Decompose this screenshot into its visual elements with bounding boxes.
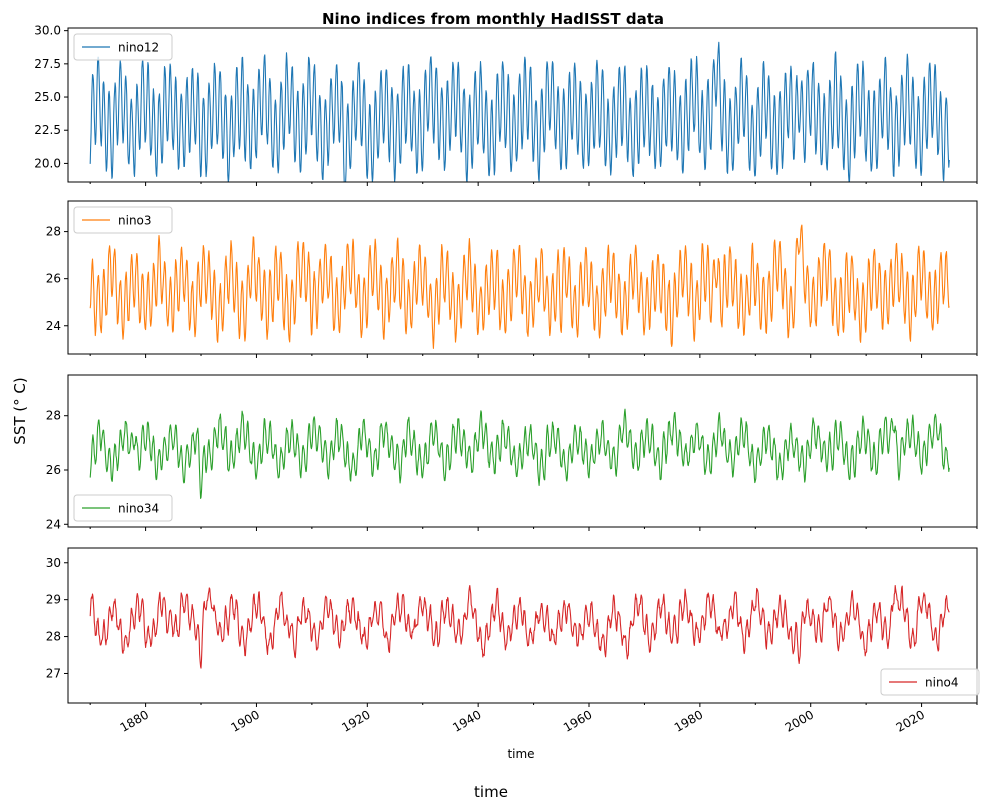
figure-x-label: time — [474, 783, 508, 801]
panel-nino12: 20.0 22.5 25.0 27.5 30.0 nino12 — [34, 24, 978, 186]
legend-nino3: nino3 — [73, 206, 173, 234]
x-tick-label: 1920 — [339, 707, 372, 734]
x-tick-label: 2020 — [894, 707, 927, 734]
x-tick-label: 1880 — [118, 707, 151, 734]
x-tick-label: 1940 — [450, 707, 483, 734]
x-axis-label: time — [507, 747, 534, 761]
legend-box — [73, 494, 173, 522]
figure-title: Nino indices from monthly HadISST data — [322, 10, 664, 28]
y-tick-label: 26 — [46, 272, 61, 286]
y-tick-label: 30.0 — [34, 24, 61, 38]
legend-nino4: nino4 — [880, 668, 980, 696]
series-line-nino34 — [89, 408, 950, 499]
x-tick-label: 1960 — [561, 707, 594, 734]
legend-box — [73, 33, 173, 61]
axes-frame — [67, 547, 978, 704]
axes-frame — [67, 200, 978, 355]
y-tick-label: 24 — [46, 319, 61, 333]
panels: 20.022.525.027.530.0nino12242628nino3242… — [34, 24, 980, 735]
series-line-nino3 — [89, 224, 950, 349]
y-tick-label: 24 — [46, 517, 61, 531]
y-tick-label: 26 — [46, 463, 61, 477]
legend-label: nino12 — [118, 41, 159, 55]
legend-box — [880, 668, 980, 696]
y-tick-label: 20.0 — [34, 156, 61, 170]
legend-label: nino3 — [118, 214, 152, 228]
panel-nino34: 24 26 28 nino34 — [46, 374, 978, 531]
y-tick-label: 22.5 — [34, 123, 61, 137]
x-tick-label: 1980 — [672, 707, 705, 734]
y-tick-label: 28 — [46, 409, 61, 423]
y-tick-label: 28 — [46, 630, 61, 644]
axes-frame — [67, 374, 978, 528]
x-tick-label: 1900 — [228, 707, 261, 734]
legend-label: nino4 — [925, 676, 959, 690]
panel-nino4: 27 28 29 30 nino4 1880 1900 1920 1940 1960 1980 200… — [46, 547, 980, 735]
y-tick-label: 29 — [46, 593, 61, 607]
legend-nino12: nino12 — [73, 33, 173, 61]
legend-nino34: nino34 — [73, 494, 173, 522]
y-tick-label: 27.5 — [34, 57, 61, 71]
x-tick-label: 2000 — [783, 707, 816, 734]
y-tick-label: 27 — [46, 666, 61, 680]
panel-nino3: 24 26 28 nino3 — [46, 200, 978, 358]
y-tick-label: 25.0 — [34, 90, 61, 104]
legend-label: nino34 — [118, 502, 159, 516]
y-tick-label: 28 — [46, 225, 61, 239]
axes-frame — [67, 27, 978, 183]
y-tick-label: 30 — [46, 556, 61, 570]
series-line-nino12 — [89, 41, 950, 183]
series-line-nino4 — [89, 584, 950, 669]
y-axis-label: SST (° C) — [11, 377, 29, 444]
legend-box — [73, 206, 173, 234]
